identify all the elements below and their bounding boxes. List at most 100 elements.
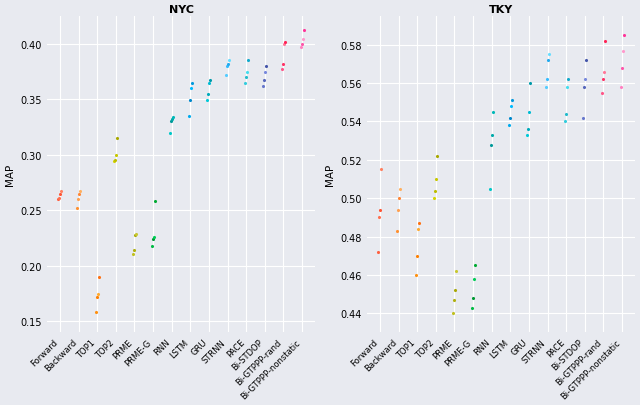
Point [147, 243, 157, 249]
Point [202, 98, 212, 104]
Point [109, 159, 120, 165]
Point [430, 188, 440, 194]
Y-axis label: MAP: MAP [5, 164, 15, 186]
Point [504, 123, 514, 129]
Point [561, 111, 571, 118]
Point [279, 41, 289, 48]
Point [506, 104, 516, 110]
Point [298, 28, 308, 34]
Point [525, 81, 536, 87]
Point [541, 85, 551, 91]
Point [110, 158, 120, 164]
Point [618, 48, 628, 55]
Point [224, 58, 234, 64]
Point [598, 77, 608, 83]
Point [524, 127, 534, 133]
Point [259, 78, 269, 85]
Point [487, 132, 497, 139]
Title: TKY: TKY [489, 5, 513, 15]
Point [393, 207, 403, 213]
Point [223, 62, 233, 68]
Point [392, 228, 402, 234]
Point [485, 186, 495, 192]
Point [448, 310, 458, 317]
Point [73, 196, 83, 203]
Point [431, 176, 442, 183]
Point [205, 78, 216, 85]
Point [616, 85, 626, 91]
Point [55, 191, 65, 197]
Point [581, 58, 591, 64]
Point [468, 276, 479, 282]
Point [165, 130, 175, 136]
Point [221, 72, 231, 79]
Point [277, 67, 287, 73]
Point [131, 231, 141, 237]
Point [72, 205, 82, 212]
Point [580, 77, 591, 83]
Point [241, 69, 252, 76]
Point [111, 152, 122, 159]
Point [618, 33, 628, 39]
Point [93, 291, 103, 297]
Point [544, 52, 554, 58]
Point [168, 115, 179, 121]
Point [616, 65, 627, 72]
Point [542, 77, 552, 83]
Point [486, 142, 497, 148]
Point [53, 196, 63, 203]
Point [260, 69, 271, 76]
Title: NYC: NYC [168, 5, 193, 15]
Point [239, 80, 250, 87]
Point [373, 249, 383, 256]
Y-axis label: MAP: MAP [325, 164, 335, 186]
Point [128, 251, 138, 257]
Point [488, 109, 499, 116]
Point [278, 62, 288, 68]
Point [204, 91, 214, 98]
Point [470, 262, 480, 269]
Point [185, 98, 195, 104]
Point [413, 220, 424, 227]
Point [298, 37, 308, 43]
Point [467, 295, 477, 301]
Point [91, 309, 101, 316]
Point [166, 119, 177, 126]
Point [186, 86, 196, 92]
Point [150, 199, 160, 205]
Point [112, 136, 122, 142]
Point [395, 186, 405, 192]
Point [507, 98, 517, 104]
Point [222, 64, 232, 70]
Point [258, 83, 268, 90]
Point [561, 85, 572, 91]
Point [261, 64, 271, 70]
Point [56, 189, 67, 195]
Point [412, 253, 422, 259]
Point [449, 297, 459, 303]
Point [432, 153, 442, 160]
Point [522, 132, 532, 139]
Point [429, 196, 440, 202]
Point [74, 191, 84, 197]
Point [524, 109, 534, 116]
Point [599, 69, 609, 76]
Point [243, 58, 253, 64]
Point [579, 85, 589, 91]
Point [600, 38, 610, 45]
Point [280, 39, 290, 46]
Point [296, 41, 307, 48]
Point [543, 58, 553, 64]
Point [204, 80, 214, 87]
Point [374, 215, 385, 221]
Point [451, 268, 461, 275]
Point [394, 196, 404, 202]
Point [597, 90, 607, 97]
Point [130, 232, 140, 239]
Point [184, 113, 194, 120]
Point [467, 305, 477, 311]
Point [75, 189, 85, 195]
Point [578, 115, 588, 122]
Point [241, 75, 251, 81]
Point [129, 247, 139, 254]
